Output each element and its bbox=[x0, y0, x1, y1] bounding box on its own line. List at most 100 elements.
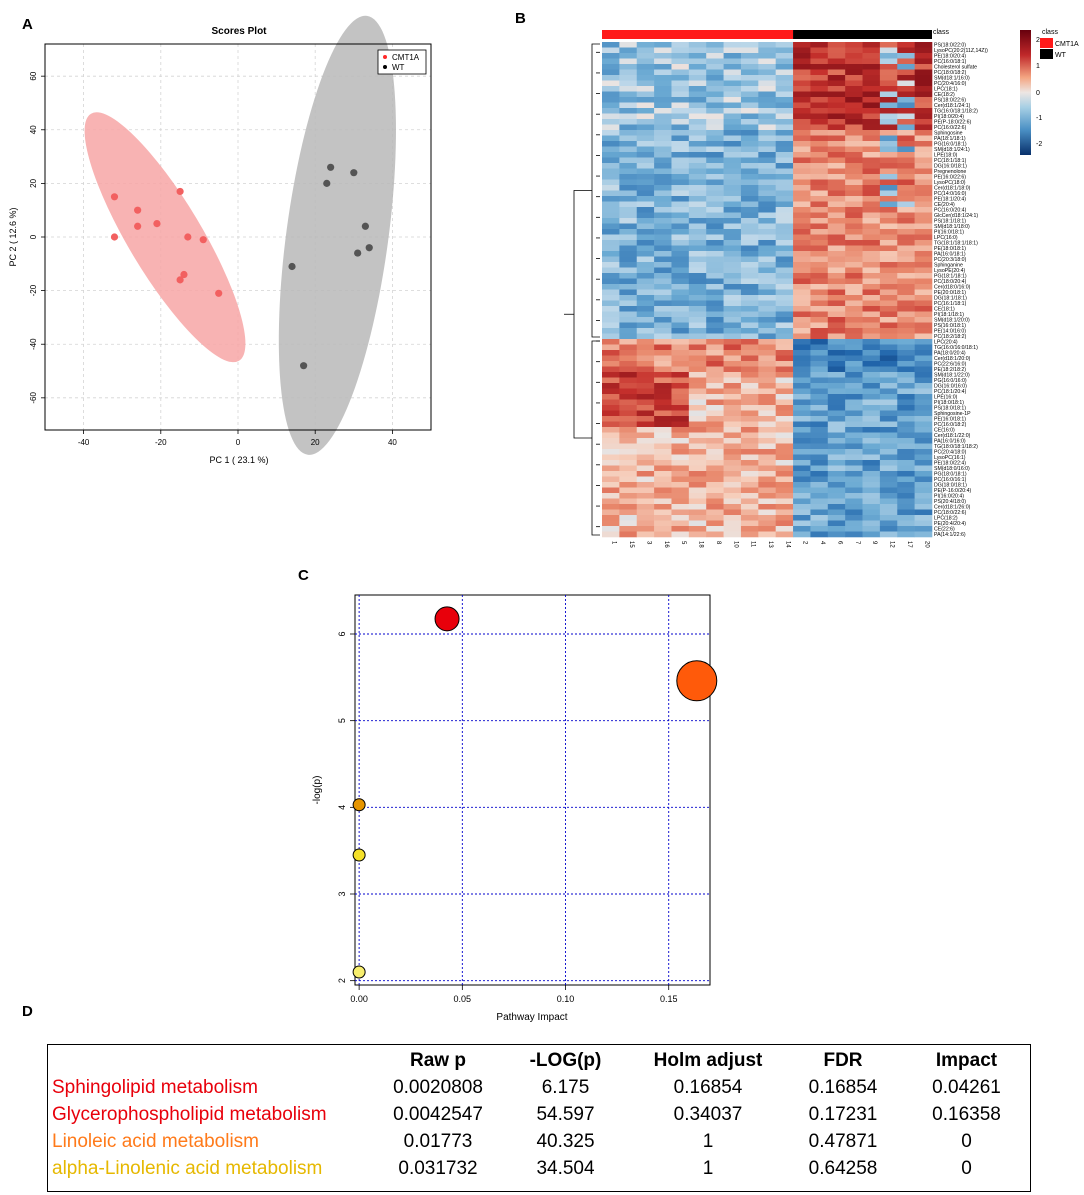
legend-cmt1a: CMT1A bbox=[392, 53, 420, 62]
row-raw-p: 0.0020808 bbox=[393, 1077, 483, 1098]
heatmap-cell bbox=[862, 421, 881, 428]
heatmap-cell bbox=[914, 449, 933, 455]
heatmap-cell bbox=[758, 460, 776, 466]
heatmap-cell bbox=[671, 295, 690, 301]
heatmap-cell bbox=[845, 531, 863, 538]
heatmap-cell bbox=[845, 350, 863, 356]
heatmap-cell bbox=[636, 300, 655, 307]
heatmap-cell bbox=[845, 520, 863, 527]
heatmap-cell bbox=[706, 339, 724, 345]
heatmap-cell bbox=[671, 493, 690, 499]
heatmap-cell bbox=[688, 64, 707, 70]
heatmap-cell bbox=[827, 64, 846, 70]
heatmap-cell bbox=[602, 174, 620, 180]
heatmap-cell bbox=[758, 42, 776, 48]
heatmap-cell bbox=[654, 482, 672, 488]
heatmap-cell bbox=[845, 102, 863, 109]
heatmap-cell bbox=[740, 449, 759, 455]
heatmap-cell bbox=[810, 251, 829, 257]
heatmap-cell bbox=[827, 339, 846, 345]
heatmap-cell bbox=[671, 86, 690, 92]
pathway-x-tick-label: 0.15 bbox=[660, 994, 678, 1004]
heatmap-cell bbox=[897, 531, 915, 538]
heatmap-cell bbox=[793, 300, 811, 307]
heatmap-cell bbox=[636, 108, 655, 114]
heatmap-cell bbox=[688, 295, 707, 301]
heatmap-cell bbox=[723, 284, 742, 290]
heatmap-cell bbox=[688, 69, 707, 76]
heatmap-cell bbox=[619, 146, 638, 153]
scale-tick-2: 2 bbox=[1036, 37, 1040, 44]
cmt1a-point bbox=[180, 270, 188, 279]
heatmap-cell bbox=[671, 58, 690, 65]
heatmap-cell bbox=[688, 410, 707, 417]
heatmap-cell bbox=[740, 229, 759, 235]
heatmap-cell bbox=[758, 531, 776, 538]
heatmap-cell bbox=[654, 322, 672, 329]
heatmap-cell bbox=[810, 498, 829, 505]
heatmap-cell bbox=[602, 531, 620, 538]
heatmap-cell bbox=[636, 515, 655, 521]
heatmap-cell bbox=[688, 130, 707, 136]
heatmap-cell bbox=[671, 421, 690, 428]
heatmap-cell bbox=[740, 251, 759, 257]
heatmap-row-label: PI(18:1/18:1) bbox=[934, 312, 964, 318]
heatmap-cell bbox=[758, 526, 776, 532]
heatmap-cell bbox=[723, 438, 742, 444]
heatmap-cell bbox=[602, 487, 620, 494]
heatmap-cell bbox=[706, 262, 724, 268]
heatmap-cell bbox=[793, 80, 811, 87]
heatmap-cell bbox=[602, 262, 620, 268]
heatmap-cell bbox=[793, 91, 811, 98]
heatmap-row-label: PC(16:0/22:6) bbox=[934, 125, 967, 131]
heatmap-row-label: SM(d18:1/24:1) bbox=[934, 147, 970, 153]
heatmap-cell bbox=[810, 454, 829, 461]
heatmap-cell bbox=[793, 97, 811, 103]
heatmap-cell bbox=[636, 267, 655, 274]
heatmap-cell bbox=[827, 482, 846, 488]
row-raw-p: 0.031732 bbox=[398, 1158, 478, 1179]
heatmap-cell bbox=[740, 355, 759, 362]
heatmap-cell bbox=[654, 432, 672, 439]
heatmap-cell bbox=[845, 416, 863, 422]
heatmap-cell bbox=[706, 328, 724, 334]
heatmap-cell bbox=[775, 399, 794, 406]
heatmap-cell bbox=[706, 47, 724, 54]
heatmap-cell bbox=[810, 515, 829, 521]
heatmap-cell bbox=[862, 163, 881, 169]
heatmap-cell bbox=[740, 218, 759, 224]
heatmap-row-label: LysoPC(16:1) bbox=[934, 455, 966, 461]
heatmap-cell bbox=[793, 350, 811, 356]
heatmap-cell bbox=[636, 196, 655, 202]
heatmap-cell bbox=[775, 344, 794, 351]
heatmap-row-label: PE(18:0/22:4) bbox=[934, 461, 966, 467]
heatmap-cell bbox=[914, 240, 933, 246]
heatmap-cell bbox=[845, 267, 863, 274]
heatmap-cell bbox=[723, 487, 742, 494]
heatmap-cell bbox=[897, 119, 915, 125]
heatmap-cell bbox=[810, 366, 829, 373]
heatmap-cell bbox=[793, 366, 811, 373]
header-pathway bbox=[48, 1045, 378, 1075]
heatmap-cell bbox=[706, 443, 724, 450]
heatmap-cell bbox=[810, 212, 829, 219]
heatmap-cell bbox=[879, 350, 898, 356]
heatmap-cell bbox=[879, 322, 898, 329]
heatmap-cell bbox=[810, 256, 829, 263]
heatmap-cell bbox=[706, 234, 724, 241]
heatmap-cell bbox=[775, 322, 794, 329]
heatmap-cell bbox=[654, 306, 672, 312]
heatmap-cell bbox=[897, 306, 915, 312]
heatmap-cell bbox=[862, 526, 881, 532]
heatmap-row-label: GlcCer(d18:1/24:1) bbox=[934, 213, 978, 219]
heatmap-cell bbox=[636, 427, 655, 433]
heatmap-cell bbox=[636, 91, 655, 98]
heatmap-cell bbox=[740, 339, 759, 345]
heatmap-cell bbox=[706, 218, 724, 224]
heatmap-cell bbox=[723, 141, 742, 147]
heatmap-row-label: CE(18:1) bbox=[934, 307, 955, 313]
heatmap-cell bbox=[879, 300, 898, 307]
class-bar-cmt1a bbox=[602, 30, 794, 39]
heatmap-cell bbox=[602, 130, 620, 136]
